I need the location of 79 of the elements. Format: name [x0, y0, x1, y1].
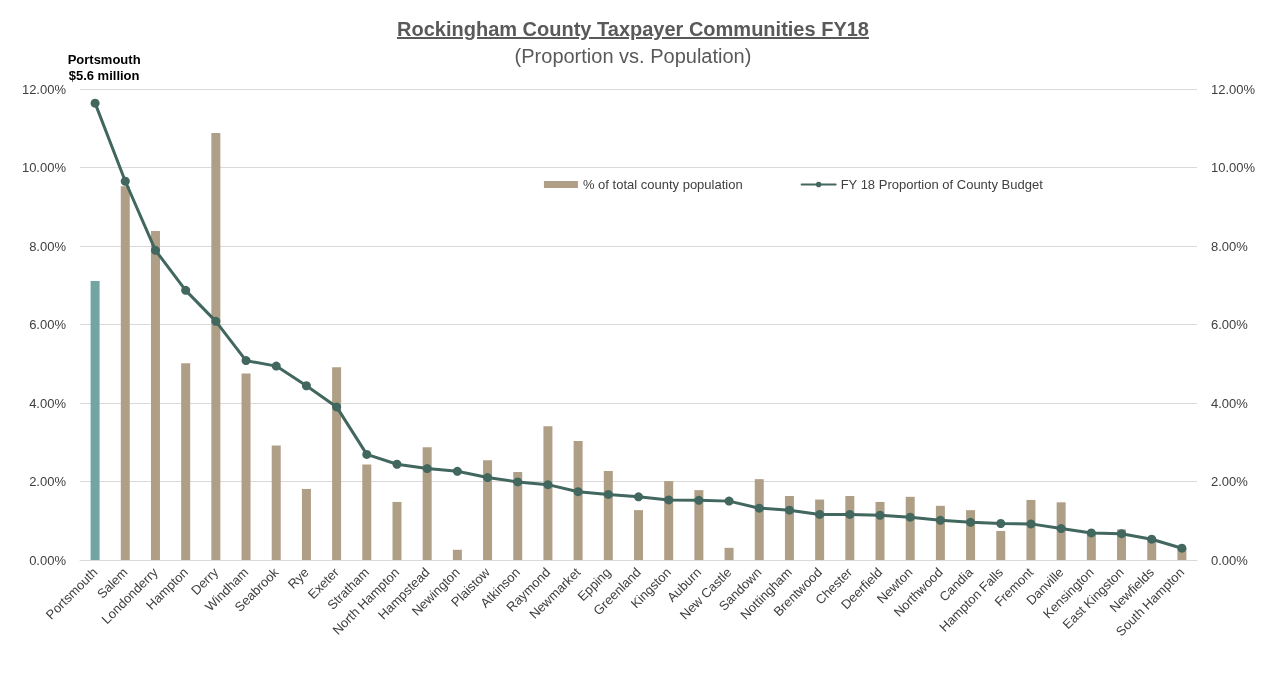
- bar: [573, 441, 583, 560]
- bar: [422, 447, 432, 560]
- point: [754, 503, 764, 513]
- bar: [664, 481, 674, 560]
- bar: [513, 472, 523, 560]
- point: [694, 495, 704, 505]
- point: [513, 477, 523, 487]
- point: [1056, 524, 1066, 534]
- point: [905, 512, 915, 522]
- point: [815, 509, 825, 519]
- bar: [603, 470, 613, 560]
- point: [452, 466, 462, 476]
- point: [483, 473, 493, 483]
- bar: [392, 501, 402, 560]
- bar: [120, 186, 130, 560]
- point: [150, 245, 160, 255]
- legend-label: % of total county population: [582, 177, 743, 192]
- bar: [211, 132, 221, 560]
- bar: [483, 460, 493, 560]
- point: [1177, 543, 1187, 553]
- bar: [90, 280, 100, 560]
- bar: [754, 479, 764, 560]
- point: [634, 492, 643, 502]
- point: [211, 316, 221, 326]
- bar: [301, 488, 311, 560]
- bar: [332, 367, 342, 560]
- bar: [271, 445, 281, 560]
- point: [603, 489, 613, 499]
- point: [120, 176, 130, 186]
- point: [1147, 534, 1157, 544]
- y2-tick-label: 10.00%: [1211, 160, 1256, 175]
- point: [935, 515, 945, 525]
- point: [1086, 528, 1096, 538]
- point: [784, 505, 794, 515]
- y-tick-label: 4.00%: [29, 395, 67, 411]
- chart-subtitle: (Proportion vs. Population): [514, 45, 752, 67]
- point: [392, 459, 402, 469]
- bar: [996, 530, 1006, 560]
- point: [1117, 529, 1127, 539]
- y2-tick-label: 8.00%: [1211, 238, 1249, 254]
- bar: [362, 464, 372, 560]
- y-tick-label: 6.00%: [29, 317, 67, 332]
- y-tick-label: 12.00%: [21, 81, 67, 97]
- point: [996, 519, 1006, 528]
- bar: [241, 373, 251, 560]
- y2-tick-label: 12.00%: [1211, 81, 1256, 97]
- bar: [543, 426, 553, 560]
- bar: [724, 547, 734, 560]
- point: [271, 361, 281, 371]
- bar: [181, 363, 191, 560]
- y-tick-label: 8.00%: [29, 238, 67, 254]
- annotation: Portsmouth $5.6 million: [67, 51, 141, 83]
- point: [573, 487, 583, 497]
- point: [543, 480, 553, 490]
- bar: [452, 549, 462, 560]
- bar: [634, 510, 643, 560]
- y2-tick-label: 6.00%: [1211, 317, 1249, 332]
- y2-tick-label: 4.00%: [1211, 395, 1249, 411]
- point: [241, 356, 251, 366]
- point: [181, 285, 191, 295]
- point: [422, 464, 432, 474]
- point: [362, 449, 372, 459]
- y-tick-label: 10.00%: [21, 160, 67, 175]
- point: [664, 495, 674, 505]
- point: [90, 98, 100, 108]
- legend-label: FY 18 Proportion of County Budget: [840, 177, 1044, 192]
- y2-tick-label: 0.00%: [1211, 552, 1249, 568]
- y2-tick-label: 2.00%: [1211, 474, 1249, 489]
- y-tick-label: 0.00%: [29, 552, 67, 568]
- point: [724, 496, 734, 506]
- point: [1026, 519, 1036, 529]
- point: [845, 509, 855, 519]
- y-tick-label: 2.00%: [29, 474, 67, 489]
- point: [301, 381, 311, 391]
- point: [332, 402, 342, 412]
- chart-title: Rockingham County Taxpayer Communities FY18: [396, 18, 870, 41]
- point: [966, 517, 976, 527]
- bar: [150, 231, 160, 560]
- point: [875, 510, 885, 520]
